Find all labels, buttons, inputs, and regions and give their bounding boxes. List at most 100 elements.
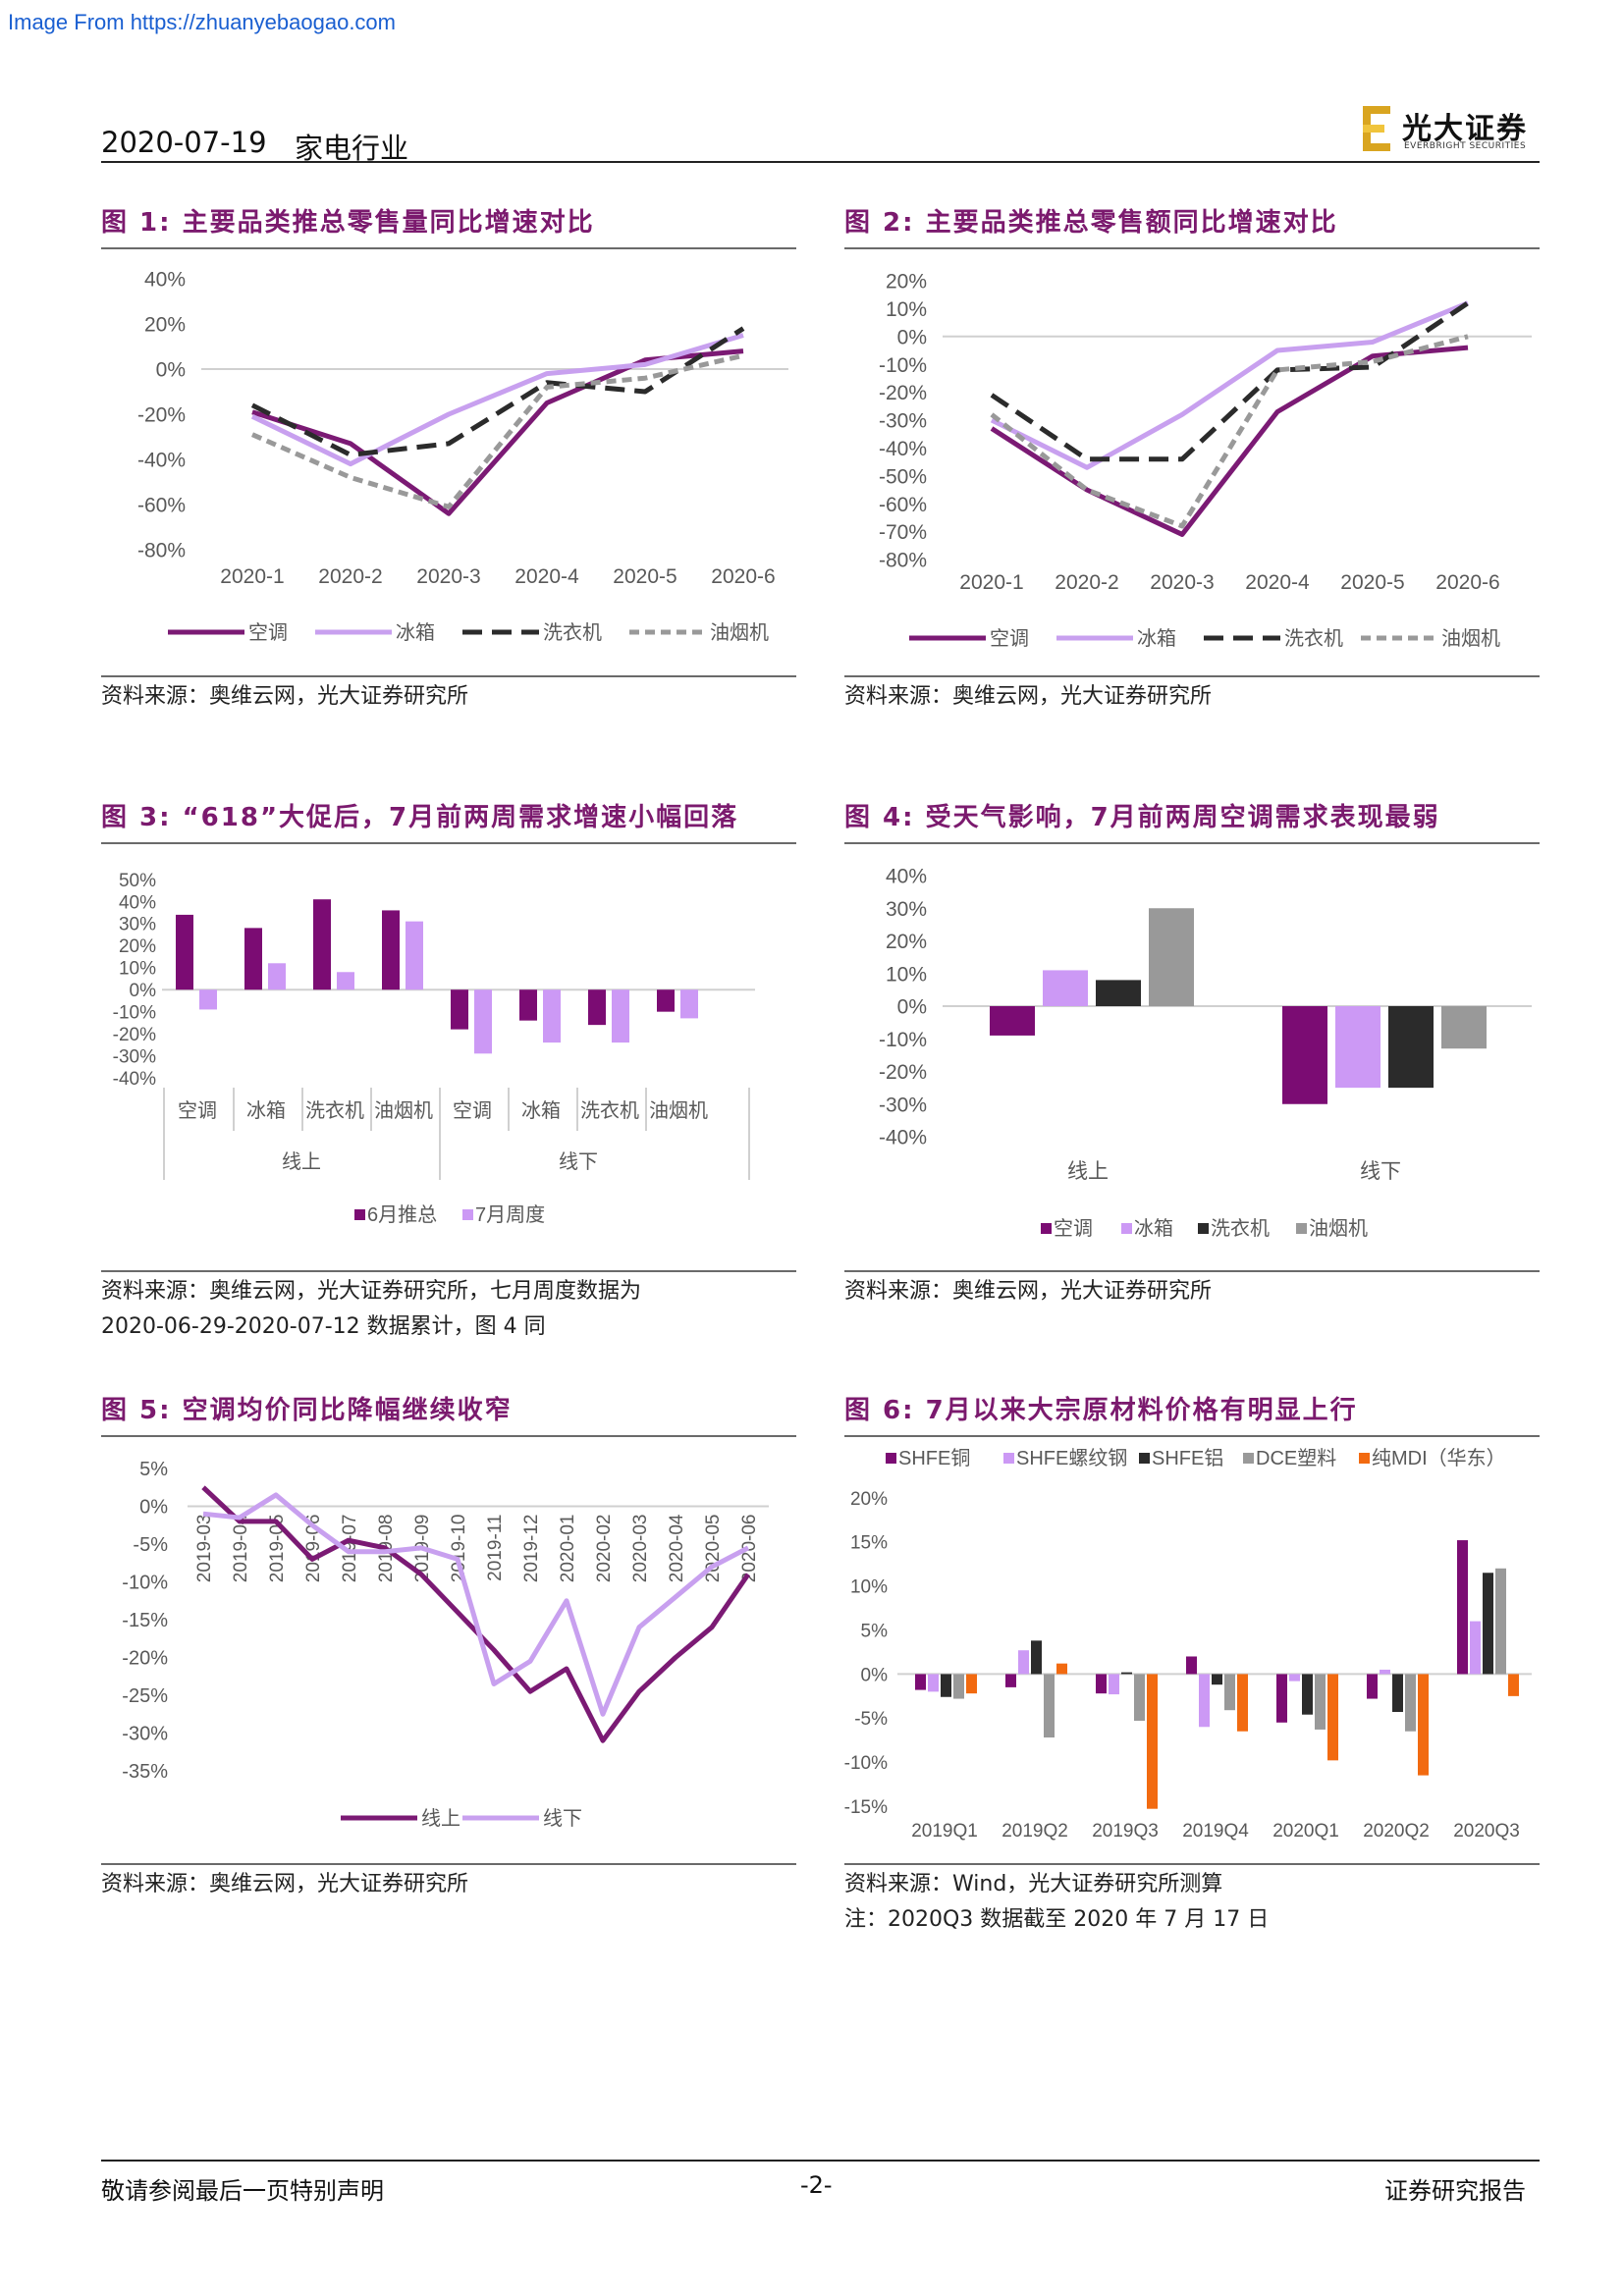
bar-SHFE铜 (1457, 1540, 1468, 1675)
x-group-label: 线上 (282, 1150, 321, 1173)
y-tick-label: -15% (844, 1797, 888, 1818)
footer-report-type: 证券研究报告 (1384, 2177, 1526, 2205)
page-number: -2- (800, 2171, 833, 2199)
figure-4-title: 图 4: 受天气影响，7月前两周空调需求表现最弱 (844, 803, 1440, 832)
watermark-link[interactable]: Image From https://zhuanyebaogao.com (8, 10, 396, 34)
legend-swatch (1041, 1223, 1052, 1234)
legend-label: 纯MDI（华东） (1372, 1447, 1506, 1469)
bar-油烟机 (1441, 1006, 1487, 1049)
report-date: 2020-07-19 (101, 126, 267, 159)
bar-SHFE螺纹钢 (1199, 1674, 1210, 1728)
bar-纯MDI（华东） (1418, 1674, 1429, 1776)
legend-swatch (354, 1209, 365, 1220)
bar-SHFE螺纹钢 (1109, 1674, 1119, 1695)
bar-DCE塑料 (1405, 1674, 1416, 1732)
y-tick-label: -25% (122, 1685, 168, 1707)
y-tick-label: 40% (886, 866, 927, 888)
legend-label: DCE塑料 (1256, 1447, 1336, 1469)
x-tick-label: 2020-4 (1245, 571, 1310, 594)
figure-5-rule (101, 1435, 796, 1437)
legend-label: 洗衣机 (543, 621, 602, 644)
bar-SHFE铝 (1121, 1672, 1132, 1675)
y-tick-label: 40% (119, 892, 156, 913)
bar-冰箱 (1043, 970, 1088, 1006)
f2-series-line-空调 (990, 345, 1469, 537)
x-tick-label: 2019Q3 (1092, 1821, 1159, 1842)
legend-swatch (1296, 1223, 1307, 1234)
bar-纯MDI（华东） (966, 1674, 977, 1694)
bar-SHFE铝 (1212, 1674, 1222, 1685)
x-tick-label: 2020Q3 (1453, 1821, 1520, 1842)
everbright-logo-icon (1363, 106, 1390, 151)
x-tick-label: 2019-12 (521, 1515, 542, 1583)
x-tick-label: 2020-02 (594, 1515, 615, 1583)
y-tick-label: -40% (879, 1127, 927, 1149)
header-rule (101, 161, 1540, 163)
bar-洗衣机 (1096, 980, 1141, 1006)
legend-swatch (886, 1453, 896, 1464)
bar-DCE塑料 (953, 1674, 964, 1699)
figure-4-rule (844, 842, 1540, 844)
bar-纯MDI（华东） (1056, 1663, 1067, 1675)
y-tick-label: -10% (879, 1029, 927, 1051)
y-tick-label: -50% (879, 465, 927, 488)
bar-洗衣机 (1388, 1006, 1434, 1089)
bar-DCE塑料 (1134, 1674, 1145, 1721)
f1-series-line-洗衣机 (250, 326, 745, 457)
y-tick-label: 0% (861, 1665, 889, 1685)
x-tick-label: 油烟机 (374, 1099, 433, 1122)
y-tick-label: -20% (137, 404, 186, 427)
figure-5-chart: 5% 0% -5% -10% -15% -20% -25% -30% -35% 2019-03 20… (122, 1459, 769, 1830)
y-tick-label: -70% (879, 521, 927, 544)
legend-label: 洗衣机 (1211, 1217, 1270, 1240)
figure-3-source-line-2: 2020-06-29-2020-07-12 数据累计，图 4 同 (101, 1314, 546, 1339)
bar-6月推总 (244, 928, 262, 990)
bar-6月推总 (519, 989, 537, 1021)
y-tick-label: 20% (850, 1489, 888, 1510)
figure-3-chart: 50%40%30%20%10%0%-10%-20%-30%-40%空调 冰箱 洗衣机… (113, 871, 755, 1226)
y-tick-label: 5% (139, 1459, 168, 1480)
y-tick-label: -40% (879, 438, 927, 460)
figure-5-source: 资料来源：奥维云网，光大证券研究所 (101, 1872, 469, 1896)
legend-label: 洗衣机 (1284, 627, 1343, 650)
x-tick-label: 2020-5 (1340, 571, 1404, 594)
logo-text-en: EVERBRIGHT SECURITIES (1404, 141, 1527, 151)
bar-SHFE铜 (1276, 1674, 1287, 1723)
y-tick-label: 0% (139, 1497, 168, 1519)
figure-1-source: 资料来源：奥维云网，光大证券研究所 (101, 684, 469, 709)
figure-6-chart: 20% 15% 10% 5% 0% -5% -10% -15% 2019Q1 2019Q2 2019… (844, 1447, 1532, 1842)
f2-series-line-油烟机 (990, 334, 1469, 529)
x-tick-label: 2020-6 (711, 565, 775, 588)
bar-6月推总 (176, 914, 193, 990)
y-tick-label: 10% (119, 959, 156, 980)
x-tick-label: 洗衣机 (580, 1099, 639, 1122)
y-tick-label: -40% (113, 1069, 156, 1090)
figure-2-source-rule (844, 675, 1540, 677)
x-group-label: 线下 (559, 1150, 598, 1173)
f2-series-line-冰箱 (990, 300, 1469, 470)
x-tick-label: 冰箱 (246, 1099, 286, 1122)
bar-7月周度 (680, 989, 698, 1019)
figure-2-source: 资料来源：奥维云网，光大证券研究所 (844, 684, 1213, 709)
bar-DCE塑料 (1315, 1674, 1326, 1730)
figure-1-rule (101, 247, 796, 249)
x-tick-label: 2020-03 (630, 1515, 651, 1583)
legend-label: 线下 (543, 1807, 582, 1830)
legend-label: 冰箱 (396, 621, 435, 644)
report-sector: 家电行业 (295, 132, 409, 165)
legend-label: 空调 (990, 627, 1029, 650)
y-tick-label: 10% (886, 963, 927, 986)
f5-series-line-线上 (201, 1485, 751, 1743)
x-tick-label: 2020-06 (739, 1515, 760, 1583)
x-tick-label: 线下 (1360, 1160, 1401, 1183)
legend-label: 7月周度 (475, 1203, 545, 1226)
figure-2-rule (844, 247, 1540, 249)
bar-SHFE铜 (1096, 1674, 1107, 1694)
legend-swatch (1198, 1223, 1209, 1234)
figure-3-source-line-1: 资料来源：奥维云网，光大证券研究所，七月周度数据为 (101, 1279, 642, 1304)
y-tick-label: -5% (854, 1709, 888, 1730)
x-tick-label: 2019-03 (194, 1515, 215, 1583)
bar-SHFE铜 (1367, 1674, 1378, 1699)
x-tick-label: 2020-04 (667, 1514, 687, 1582)
